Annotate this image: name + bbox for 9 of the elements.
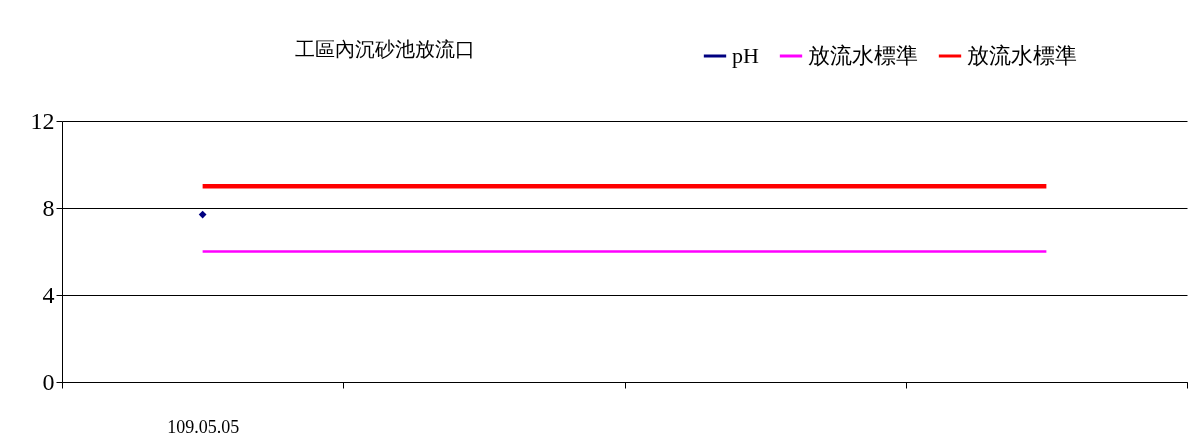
y-tick-label: 0	[42, 368, 55, 395]
y-tick-label: 4	[42, 281, 55, 308]
chart-title: 工區內沉砂池放流口	[295, 38, 475, 60]
x-tick-label: 109.05.05	[167, 416, 240, 437]
legend-label: pH	[732, 43, 759, 68]
legend-label: 放流水標準	[808, 43, 918, 68]
y-tick-label: 12	[30, 107, 55, 134]
y-tick-label: 8	[42, 194, 55, 221]
legend-label: 放流水標準	[967, 43, 1077, 68]
